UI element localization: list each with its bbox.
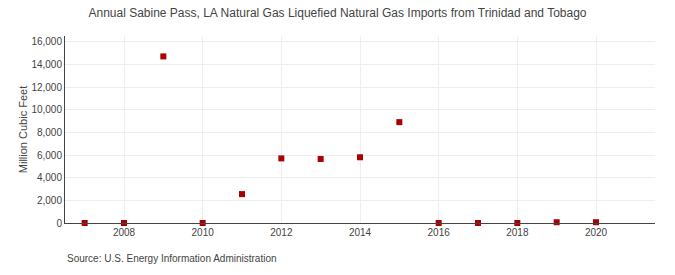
svg-text:2016: 2016	[428, 227, 451, 238]
svg-text:0: 0	[56, 218, 62, 229]
svg-text:6,000: 6,000	[37, 150, 62, 161]
svg-text:10,000: 10,000	[31, 104, 62, 115]
svg-text:Source: U.S. Energy Informatio: Source: U.S. Energy Information Administ…	[67, 253, 277, 264]
svg-text:16,000: 16,000	[31, 36, 62, 47]
svg-text:2,000: 2,000	[37, 195, 62, 206]
svg-text:2020: 2020	[585, 227, 608, 238]
svg-text:12,000: 12,000	[31, 82, 62, 93]
svg-text:2012: 2012	[270, 227, 293, 238]
svg-text:2010: 2010	[192, 227, 215, 238]
svg-text:2018: 2018	[506, 227, 529, 238]
svg-text:Annual Sabine Pass, LA Natural: Annual Sabine Pass, LA Natural Gas Lique…	[88, 6, 586, 20]
svg-text:4,000: 4,000	[37, 172, 62, 183]
svg-text:2008: 2008	[113, 227, 136, 238]
svg-text:8,000: 8,000	[37, 127, 62, 138]
svg-text:14,000: 14,000	[31, 59, 62, 70]
svg-text:2014: 2014	[349, 227, 372, 238]
svg-text:Million Cubic Feet: Million Cubic Feet	[17, 86, 29, 173]
